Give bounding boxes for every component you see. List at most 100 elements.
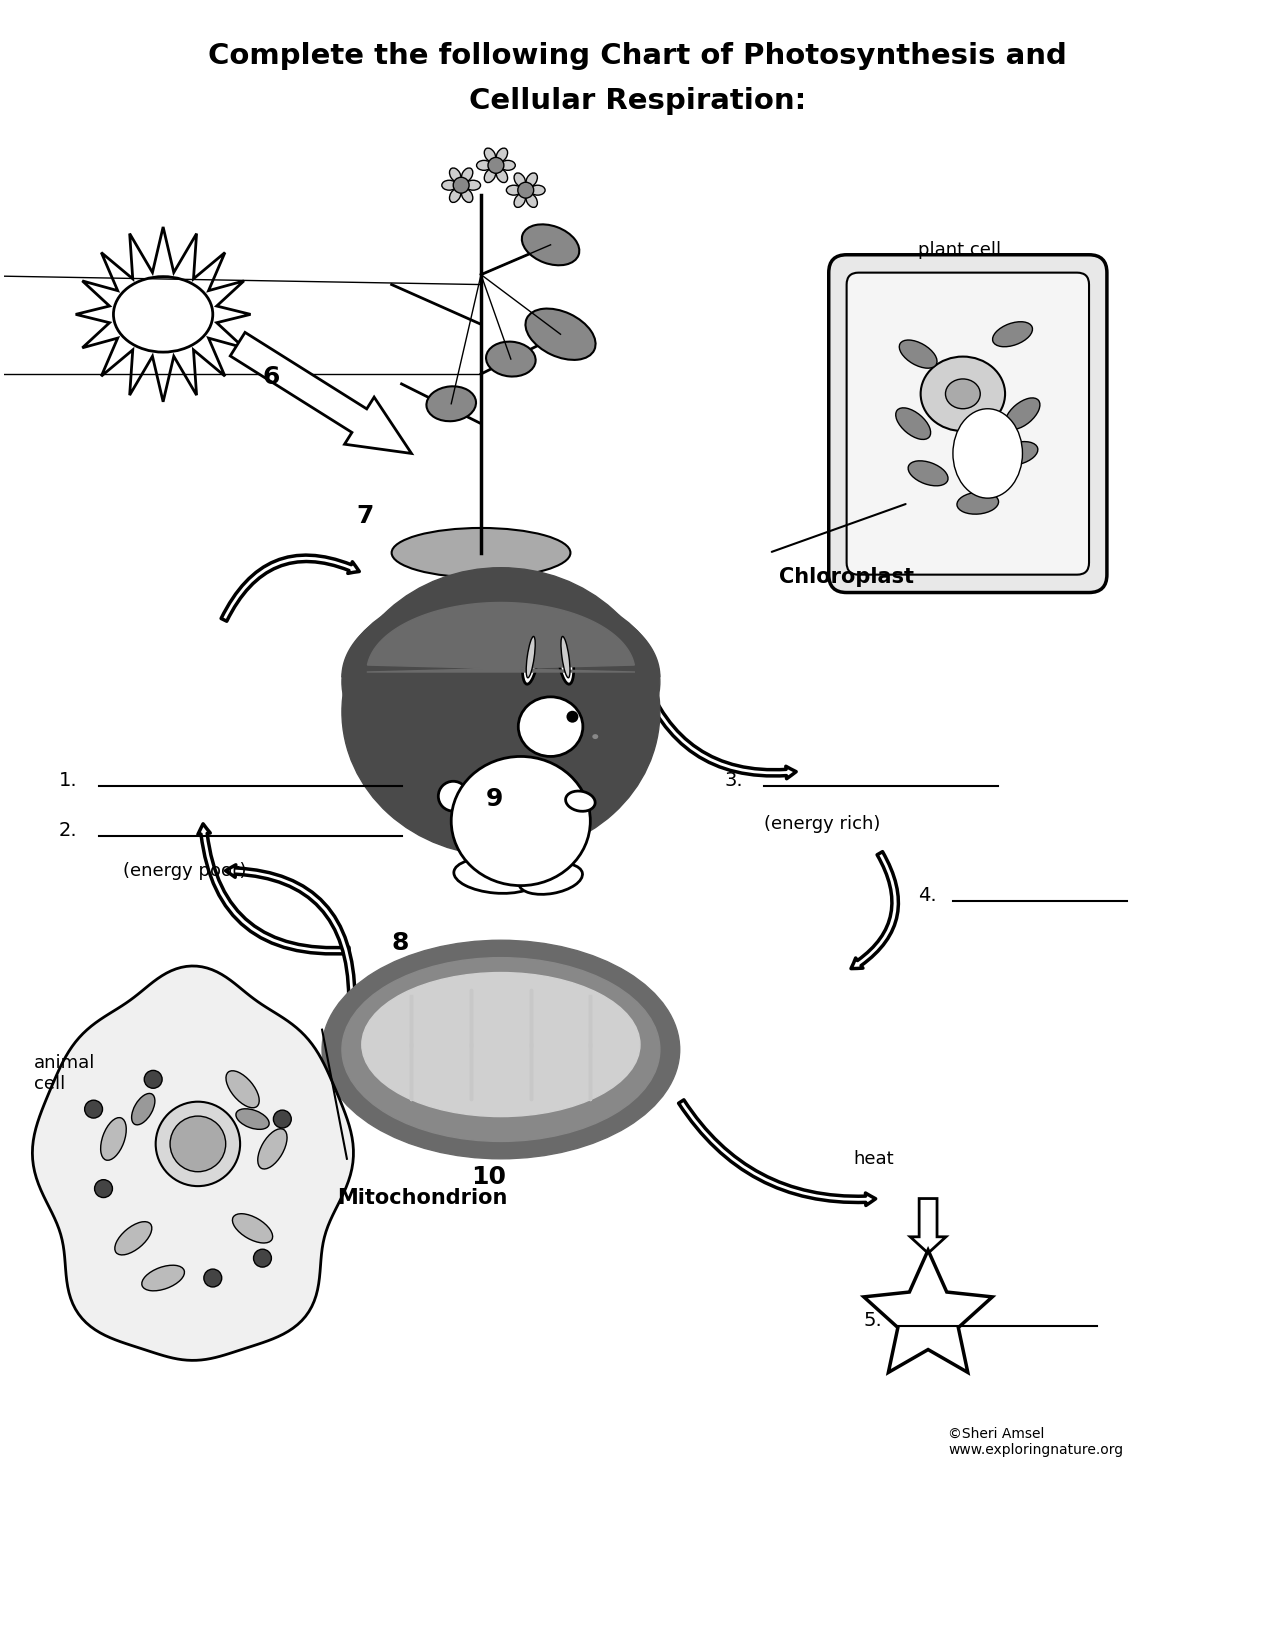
Ellipse shape (527, 193, 537, 208)
Ellipse shape (432, 700, 470, 712)
Ellipse shape (426, 386, 476, 421)
Ellipse shape (454, 859, 538, 893)
Text: 10: 10 (470, 1164, 506, 1189)
Ellipse shape (382, 700, 421, 712)
Ellipse shape (896, 408, 931, 439)
Ellipse shape (342, 583, 660, 781)
Text: plant cell: plant cell (918, 241, 1001, 259)
Ellipse shape (156, 1101, 240, 1185)
Ellipse shape (101, 1118, 126, 1161)
Text: 4.: 4. (918, 885, 937, 905)
FancyBboxPatch shape (829, 254, 1107, 593)
Circle shape (439, 781, 468, 811)
Circle shape (204, 1270, 222, 1288)
Circle shape (94, 1180, 112, 1197)
Ellipse shape (523, 631, 539, 684)
Ellipse shape (899, 340, 937, 368)
Circle shape (273, 1109, 291, 1128)
FancyArrowPatch shape (678, 1100, 876, 1205)
FancyArrow shape (910, 1199, 946, 1253)
FancyBboxPatch shape (847, 272, 1089, 575)
Ellipse shape (992, 322, 1033, 347)
Text: 6: 6 (263, 365, 279, 390)
Ellipse shape (376, 608, 625, 731)
Ellipse shape (482, 664, 520, 675)
Circle shape (566, 710, 579, 723)
Ellipse shape (462, 188, 473, 203)
FancyArrowPatch shape (638, 674, 796, 779)
Ellipse shape (360, 594, 643, 759)
FancyArrowPatch shape (850, 852, 899, 969)
Circle shape (144, 1070, 162, 1088)
Ellipse shape (521, 225, 579, 266)
Text: (energy rich): (energy rich) (764, 816, 881, 834)
Text: 9: 9 (486, 788, 504, 811)
Ellipse shape (486, 342, 536, 376)
Ellipse shape (532, 664, 570, 675)
Ellipse shape (581, 646, 620, 659)
Ellipse shape (432, 646, 470, 659)
Ellipse shape (997, 441, 1038, 466)
Ellipse shape (342, 958, 660, 1141)
Ellipse shape (593, 735, 598, 740)
Ellipse shape (532, 700, 570, 712)
Polygon shape (32, 966, 353, 1360)
Ellipse shape (258, 1129, 287, 1169)
FancyArrowPatch shape (221, 555, 360, 621)
FancyArrowPatch shape (198, 824, 349, 954)
Circle shape (453, 177, 469, 193)
Ellipse shape (514, 193, 525, 208)
Text: Cellular Respiration:: Cellular Respiration: (469, 88, 806, 116)
Polygon shape (75, 226, 251, 401)
Text: 7: 7 (357, 504, 375, 528)
Ellipse shape (450, 168, 460, 182)
Ellipse shape (908, 461, 949, 485)
Ellipse shape (519, 863, 583, 895)
Text: 1.: 1. (59, 771, 78, 791)
Ellipse shape (496, 149, 507, 162)
Ellipse shape (500, 160, 515, 170)
Ellipse shape (477, 160, 491, 170)
Circle shape (170, 1116, 226, 1172)
Ellipse shape (525, 309, 595, 360)
Ellipse shape (342, 568, 660, 855)
Text: animal
cell: animal cell (34, 1055, 96, 1093)
Ellipse shape (382, 664, 421, 675)
Ellipse shape (442, 180, 456, 190)
Ellipse shape (946, 380, 980, 409)
Polygon shape (864, 1250, 992, 1372)
Text: 5.: 5. (863, 1311, 882, 1329)
Ellipse shape (462, 168, 473, 182)
Ellipse shape (131, 1093, 154, 1124)
Ellipse shape (115, 1222, 152, 1255)
Circle shape (84, 1100, 102, 1118)
Ellipse shape (506, 185, 521, 195)
FancyArrow shape (231, 332, 412, 454)
Ellipse shape (566, 791, 595, 811)
Ellipse shape (451, 756, 590, 885)
Text: Mitochondrion: Mitochondrion (337, 1187, 507, 1207)
Text: ©Sheri Amsel
www.exploringnature.org: ©Sheri Amsel www.exploringnature.org (947, 1426, 1123, 1458)
Ellipse shape (561, 636, 570, 679)
Ellipse shape (581, 700, 620, 712)
Ellipse shape (236, 1109, 269, 1129)
Ellipse shape (581, 664, 620, 675)
Circle shape (518, 182, 534, 198)
Ellipse shape (482, 700, 520, 712)
Ellipse shape (557, 631, 574, 684)
Text: 3.: 3. (724, 771, 743, 791)
Ellipse shape (482, 682, 520, 693)
Ellipse shape (450, 188, 460, 203)
Ellipse shape (527, 173, 537, 187)
Text: 2.: 2. (59, 821, 78, 840)
Polygon shape (342, 588, 660, 677)
Ellipse shape (382, 682, 421, 693)
FancyArrowPatch shape (226, 865, 354, 997)
Ellipse shape (921, 357, 1005, 431)
Ellipse shape (382, 646, 421, 659)
Text: heat: heat (853, 1149, 894, 1167)
Ellipse shape (484, 149, 496, 162)
Ellipse shape (362, 972, 640, 1116)
Ellipse shape (484, 168, 496, 183)
Ellipse shape (581, 682, 620, 693)
